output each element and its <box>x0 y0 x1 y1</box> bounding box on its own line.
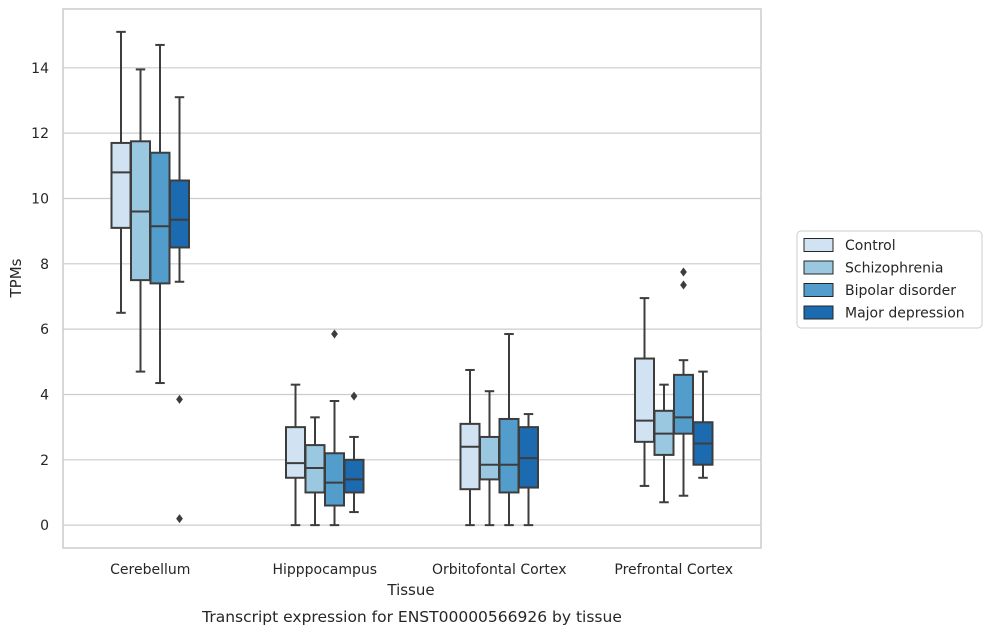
legend-swatch <box>803 260 834 275</box>
outlier-point <box>680 280 687 290</box>
box-major-depression <box>518 413 539 527</box>
box-schizophrenia <box>479 390 500 527</box>
x-tick-label: Cerebellum <box>110 562 190 578</box>
box-control <box>634 297 655 487</box>
plot-frame <box>62 8 762 549</box>
y-tick-label: 12 <box>31 126 49 142</box>
box-major-depression <box>169 96 190 524</box>
y-tick-label: 8 <box>40 257 49 273</box>
box-bipolar-disorder <box>324 329 345 527</box>
box-bipolar-disorder <box>498 333 520 527</box>
x-tick-label: Prefrontal Cortex <box>614 562 733 578</box>
iqr-box <box>498 417 520 494</box>
legend-label: Bipolar disorder <box>845 283 956 299</box>
outlier-point <box>176 394 183 404</box>
box-control <box>285 383 306 527</box>
x-tick-label: Hipppocampus <box>272 562 377 578</box>
legend-swatch <box>803 283 834 297</box>
box-bipolar-disorder <box>149 43 171 385</box>
outlier-point <box>176 514 183 524</box>
iqr-box <box>324 452 345 507</box>
legend: Control Schizophrenia Bipolar disorder Majo… <box>796 230 983 329</box>
legend-swatch <box>803 305 834 320</box>
box-control <box>110 30 132 314</box>
outlier-point <box>331 329 338 339</box>
y-axis-title: TPMs <box>7 258 25 298</box>
box-major-depression <box>343 391 365 514</box>
outlier-point <box>350 391 358 401</box>
legend-frame <box>796 230 983 329</box>
outlier-point <box>680 267 687 277</box>
y-tick-label: 14 <box>31 61 49 77</box>
box-major-depression <box>692 370 714 479</box>
legend-label: Major depression <box>845 306 965 322</box>
legend-label: Schizophrenia <box>845 261 943 277</box>
chart-caption: Transcript expression for ENST0000056692… <box>201 608 622 626</box>
iqr-box <box>149 151 171 285</box>
grid-lines <box>63 67 761 526</box>
iqr-box <box>673 373 694 435</box>
x-tick-label: Orbitofontal Cortex <box>432 562 567 578</box>
y-tick-label: 10 <box>31 191 49 207</box>
y-tick-labels: 0 2 4 6 8 10 12 14 <box>31 61 49 534</box>
iqr-box <box>479 435 500 481</box>
box-bipolar-disorder <box>673 267 694 497</box>
y-tick-label: 6 <box>40 322 49 338</box>
box-schizophrenia <box>130 68 151 373</box>
iqr-box <box>634 357 655 443</box>
plot-border <box>62 8 762 549</box>
x-axis-title: Tissue <box>386 581 434 599</box>
x-tick-labels: Cerebellum Hipppocampus Orbitofontal Corte… <box>110 562 733 578</box>
y-tick-label: 2 <box>40 453 49 469</box>
boxes <box>110 30 714 527</box>
box-schizophrenia <box>653 383 675 504</box>
y-tick-label: 0 <box>40 518 49 534</box>
box-schizophrenia <box>304 416 326 527</box>
y-tick-label: 4 <box>40 387 49 403</box>
legend-swatch <box>803 238 834 252</box>
iqr-box <box>169 179 190 249</box>
iqr-box <box>459 422 481 491</box>
iqr-box <box>110 141 132 229</box>
iqr-box <box>285 426 306 479</box>
box-control <box>459 368 481 527</box>
iqr-box <box>343 458 365 494</box>
legend-label: Control <box>845 238 896 254</box>
